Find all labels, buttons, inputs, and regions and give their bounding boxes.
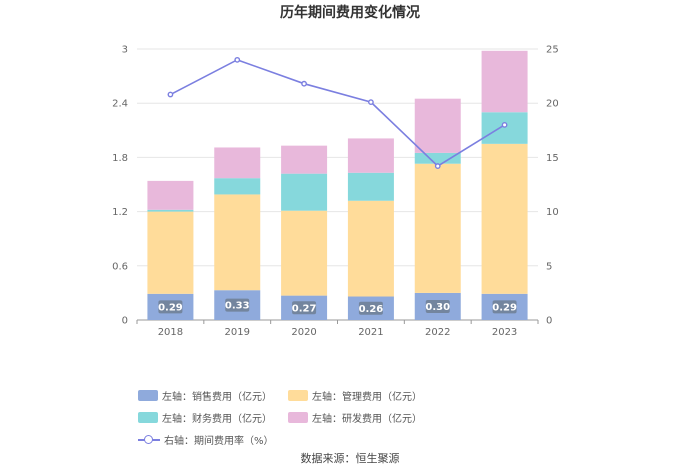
bar-segment bbox=[147, 180, 194, 210]
left-axis-tick: 0.6 bbox=[112, 261, 128, 272]
bar-segment bbox=[347, 138, 394, 173]
bar-segment bbox=[214, 178, 261, 195]
left-axis-tick: 3 bbox=[122, 45, 128, 56]
x-axis-tick-label: 2020 bbox=[291, 327, 316, 338]
legend-label-admin: 左轴：管理费用（亿元） bbox=[312, 391, 422, 403]
legend-label-expense-ratio: 右轴：期间费用率（%） bbox=[164, 435, 274, 447]
data-label: 0.29 bbox=[158, 302, 183, 313]
bar-segment bbox=[481, 112, 528, 144]
line-point bbox=[501, 121, 508, 128]
bar-segment bbox=[147, 209, 194, 212]
expense-ratio-line bbox=[170, 58, 506, 168]
legend-line-icon bbox=[138, 434, 160, 445]
right-axis-tick: 20 bbox=[546, 99, 559, 110]
right-axis-tick: 5 bbox=[546, 261, 552, 272]
bar-segment bbox=[281, 173, 328, 211]
left-axis-tick: 1.8 bbox=[112, 153, 128, 164]
legend-item-sales[interactable]: 左轴：销售费用（亿元） bbox=[138, 388, 272, 403]
chart-canvas: 0 0.6 1.2 1.8 2.4 3 0 5 10 15 20 25 2018 2019 2020 2021… bbox=[112, 45, 559, 339]
bar-segment bbox=[281, 210, 328, 296]
data-label: 0.33 bbox=[225, 301, 250, 312]
bar-segment bbox=[347, 200, 394, 297]
chart-title: 历年期间费用变化情况 bbox=[280, 5, 420, 21]
data-label-box bbox=[358, 301, 383, 315]
data-label: 0.27 bbox=[292, 303, 317, 314]
bar-segment bbox=[281, 145, 328, 174]
legend-swatch-admin bbox=[288, 389, 308, 401]
data-label-box bbox=[492, 300, 517, 314]
legend: 左轴：销售费用（亿元） 左轴：管理费用（亿元） 左轴：财务费用（亿元） 左轴：研… bbox=[138, 388, 578, 454]
legend-item-rnd[interactable]: 左轴：研发费用（亿元） bbox=[288, 410, 422, 425]
x-axis-tick-label: 2023 bbox=[492, 327, 517, 338]
line-point bbox=[368, 99, 374, 106]
data-label-box bbox=[158, 300, 183, 314]
x-axis-tick-label: 2021 bbox=[358, 327, 383, 338]
line-point bbox=[234, 56, 241, 63]
bar-segment bbox=[481, 143, 528, 294]
data-label: 0.30 bbox=[425, 302, 450, 313]
right-axis-tick: 0 bbox=[546, 316, 552, 327]
bar-segment bbox=[347, 172, 394, 201]
bar-segment bbox=[414, 163, 461, 293]
legend-item-expense-ratio[interactable]: 右轴：期间费用率（%） bbox=[138, 432, 274, 447]
data-label-box bbox=[292, 301, 317, 315]
legend-swatch-sales bbox=[138, 389, 158, 401]
legend-item-admin[interactable]: 左轴：管理费用（亿元） bbox=[288, 388, 422, 403]
right-axis-tick: 25 bbox=[546, 45, 559, 56]
right-axis-tick: 10 bbox=[546, 207, 559, 218]
x-axis-tick-label: 2022 bbox=[425, 327, 450, 338]
bar-segment bbox=[147, 211, 194, 294]
legend-label-finance: 左轴：财务费用（亿元） bbox=[162, 413, 272, 425]
x-axis-tick-label: 2018 bbox=[158, 327, 183, 338]
bar-segment bbox=[414, 98, 461, 153]
left-axis-tick: 1.2 bbox=[112, 207, 128, 218]
line-point bbox=[434, 163, 441, 169]
bar-segment bbox=[214, 147, 261, 179]
legend-item-finance[interactable]: 左轴：财务费用（亿元） bbox=[138, 410, 272, 425]
legend-label-rnd: 左轴：研发费用（亿元） bbox=[312, 413, 422, 425]
left-axis-tick: 2.4 bbox=[112, 99, 128, 110]
data-label-box bbox=[225, 298, 250, 312]
legend-label-sales: 左轴：销售费用（亿元） bbox=[162, 391, 272, 403]
legend-swatch-finance bbox=[138, 411, 158, 423]
legend-swatch-rnd bbox=[288, 411, 308, 423]
bar-segment bbox=[214, 194, 261, 291]
data-label: 0.26 bbox=[359, 304, 384, 315]
line-point bbox=[167, 91, 174, 98]
data-label-box bbox=[425, 299, 450, 313]
line-point bbox=[301, 80, 307, 87]
bar-segment bbox=[414, 152, 461, 164]
bar-segment bbox=[481, 50, 528, 113]
x-axis-tick-label: 2019 bbox=[225, 327, 250, 338]
right-axis-tick: 15 bbox=[546, 153, 559, 164]
left-axis-tick: 0 bbox=[122, 316, 128, 327]
data-source: 数据来源：恒生聚源 bbox=[300, 452, 400, 465]
data-label: 0.29 bbox=[492, 302, 517, 313]
